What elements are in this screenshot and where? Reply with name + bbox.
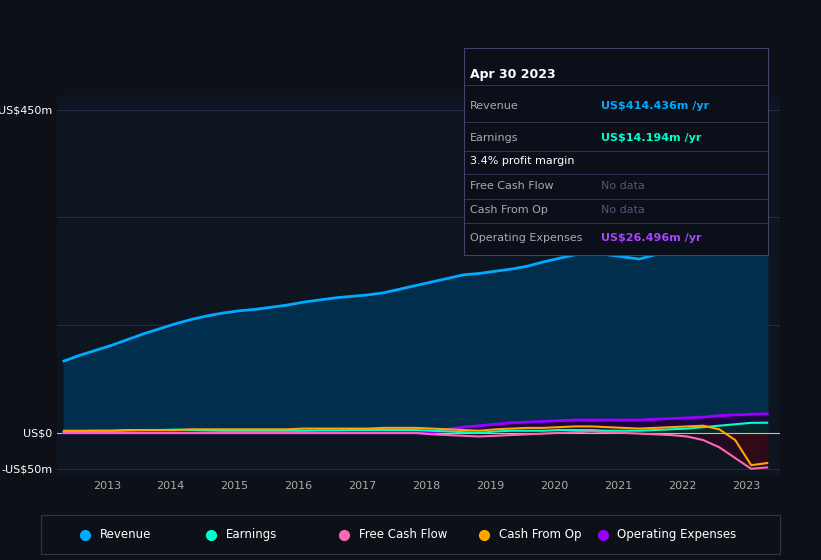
Text: Free Cash Flow: Free Cash Flow <box>470 181 553 192</box>
Text: Free Cash Flow: Free Cash Flow <box>359 528 447 542</box>
Text: US$14.194m /yr: US$14.194m /yr <box>601 133 701 143</box>
Text: No data: No data <box>601 181 644 192</box>
Text: Revenue: Revenue <box>470 101 519 111</box>
Text: 3.4% profit margin: 3.4% profit margin <box>470 156 575 166</box>
Text: Earnings: Earnings <box>226 528 277 542</box>
Text: Apr 30 2023: Apr 30 2023 <box>470 68 556 81</box>
Text: No data: No data <box>601 206 644 215</box>
Text: Earnings: Earnings <box>470 133 518 143</box>
Text: Cash From Op: Cash From Op <box>470 206 548 215</box>
Text: US$414.436m /yr: US$414.436m /yr <box>601 101 709 111</box>
Text: Operating Expenses: Operating Expenses <box>470 233 582 243</box>
Text: Operating Expenses: Operating Expenses <box>617 528 736 542</box>
Text: US$26.496m /yr: US$26.496m /yr <box>601 233 701 243</box>
Text: Cash From Op: Cash From Op <box>499 528 581 542</box>
Text: Revenue: Revenue <box>100 528 152 542</box>
